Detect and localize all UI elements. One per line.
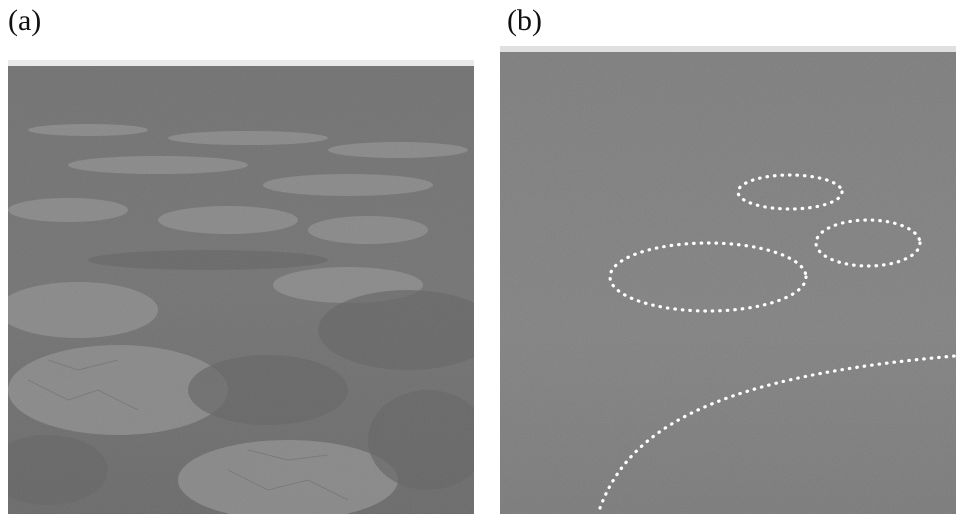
outline-ellipse-small-top	[736, 173, 844, 211]
photo-a-svg	[8, 60, 474, 514]
grass-texture	[500, 52, 956, 514]
texture	[8, 66, 474, 514]
sky-band	[8, 60, 474, 66]
outline-ellipse-right	[814, 218, 922, 268]
photo-a-tundra-patches	[8, 60, 474, 514]
sky-band	[500, 46, 956, 52]
outline-ellipse-large	[608, 241, 808, 313]
photo-b-grass-tundra	[500, 46, 956, 514]
panel-label-a: (a)	[8, 4, 42, 37]
photo-b-svg	[500, 46, 956, 514]
panel-label-b: (b)	[507, 4, 542, 37]
dotted-outlines	[598, 173, 956, 510]
